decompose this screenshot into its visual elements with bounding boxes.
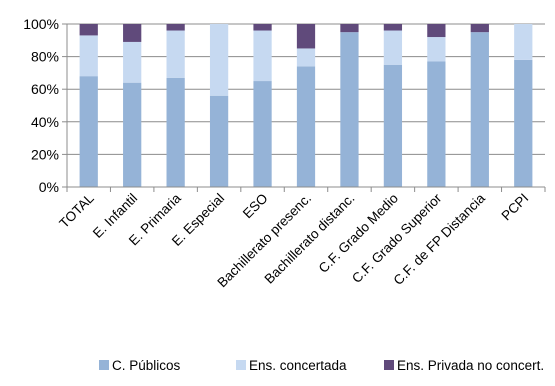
y-tick-label: 0% [39,179,59,195]
bar-segment [340,32,359,188]
bar-segment [514,59,533,187]
bar-segment [470,24,489,33]
bar-segment [296,24,316,49]
bar-segment [383,30,403,65]
bar-segment [209,24,229,96]
legend-label: Ens. concertada [249,358,347,373]
bar-segment [123,24,142,42]
bar-segment [514,24,533,60]
bars [79,24,533,188]
x-axis [66,186,546,192]
bar-segment [253,81,272,187]
legend: C. Públicos Ens. concertada Ens. Privada n… [99,358,544,373]
bar-segment [166,24,185,31]
bar-segment [166,30,185,78]
legend-swatch [384,360,394,370]
legend-label: C. Públicos [112,358,181,373]
bar-segment [427,61,446,187]
x-category-label: ESO [240,191,271,222]
y-tick-label: 60% [31,81,59,97]
bar-segment [79,35,98,77]
bar-segment [427,24,446,38]
x-category-label: PCPI [499,191,532,224]
bar-segment [79,24,98,36]
bar-segment [166,77,185,187]
x-category-label: TOTAL [56,190,97,231]
y-tick-label: 20% [31,146,59,162]
bar-segment [383,64,403,187]
y-tick-label: 40% [31,114,59,130]
bar-segment [340,24,359,33]
bar-segment [123,41,142,83]
bar-segment [427,37,446,62]
bar-segment [253,24,272,31]
bar-segment [296,48,316,67]
bar-segment [123,82,142,187]
bar-segment [209,95,229,187]
bar-segment [296,66,316,187]
y-axis-ticks: 0% 20% 40% 60% 80% 100% [23,16,68,195]
x-category-label: C.F. Grado Medio [316,191,401,276]
legend-swatch [236,360,246,370]
y-tick-label: 80% [31,49,59,65]
bar-segment [79,76,98,187]
y-tick-label: 100% [23,16,59,32]
bar-segment [383,24,403,31]
bar-segment [470,32,489,188]
legend-swatch [99,360,109,370]
legend-label: Ens. Privada no concert. [397,358,544,373]
bar-segment [253,30,272,82]
